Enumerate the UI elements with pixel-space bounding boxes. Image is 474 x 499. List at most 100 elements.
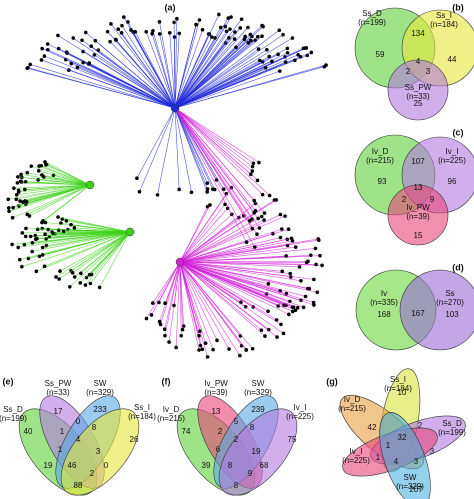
node [252, 210, 256, 215]
edge [139, 107, 176, 192]
edge [179, 261, 241, 356]
set-size: (n=33) [46, 388, 70, 397]
region-count: 9 [248, 469, 253, 478]
region-count: 93 [378, 177, 387, 186]
node [15, 181, 20, 185]
node [238, 353, 242, 358]
node [43, 232, 47, 236]
node [135, 176, 139, 181]
node [243, 34, 247, 39]
node [205, 355, 210, 359]
node [280, 227, 284, 231]
region-count: 32 [398, 433, 407, 442]
edge [157, 107, 176, 195]
node [290, 36, 295, 40]
node [250, 169, 255, 173]
edge [123, 16, 176, 109]
edge [174, 31, 227, 109]
edge [109, 41, 176, 109]
node [43, 220, 48, 225]
set-region [387, 184, 449, 246]
node [179, 333, 184, 338]
node [23, 234, 28, 239]
node [221, 187, 226, 192]
set-size: (n=225) [438, 156, 466, 165]
node [83, 283, 88, 287]
edge [44, 161, 91, 186]
node [96, 48, 101, 52]
node [239, 300, 243, 305]
node [250, 164, 255, 169]
node [93, 38, 98, 43]
node [42, 54, 47, 58]
node [234, 45, 238, 50]
edge [164, 261, 181, 336]
set-region [60, 408, 140, 496]
edge [74, 227, 131, 233]
node [16, 245, 21, 250]
edge [179, 261, 214, 350]
node [311, 300, 316, 305]
hub [170, 103, 180, 113]
node [108, 39, 112, 44]
node [69, 222, 73, 227]
edge [179, 261, 306, 297]
node [228, 27, 232, 31]
node [14, 192, 19, 197]
edge [164, 261, 181, 304]
node [211, 187, 215, 191]
set-size: (n=184) [430, 20, 458, 29]
node [283, 214, 287, 218]
set-size: (n=215) [366, 156, 394, 165]
edge [179, 228, 289, 263]
node [181, 324, 186, 328]
node [293, 58, 297, 63]
edge [173, 22, 176, 109]
edge [17, 176, 91, 186]
node [36, 178, 40, 182]
edge [85, 231, 131, 286]
edge [174, 37, 293, 109]
edge [179, 261, 304, 308]
panel-label: (a) [165, 2, 176, 12]
node [252, 198, 257, 203]
node [309, 50, 314, 55]
node [44, 163, 48, 167]
edge [136, 107, 176, 179]
set-size: (n=329) [86, 388, 114, 397]
edge [43, 176, 91, 186]
edge [32, 231, 131, 244]
edge [174, 107, 214, 190]
region-count: 233 [93, 405, 107, 414]
node [297, 265, 302, 269]
edge [70, 224, 131, 233]
node [39, 58, 44, 62]
region-count: 1 [376, 453, 381, 462]
edge [179, 199, 277, 263]
edge [179, 246, 296, 263]
node [281, 331, 286, 336]
node [79, 271, 83, 276]
node [16, 190, 21, 194]
edge [174, 107, 247, 243]
node [224, 29, 229, 34]
node [6, 197, 11, 202]
edge [179, 261, 262, 331]
node [197, 333, 201, 338]
set-size: (n=184) [384, 384, 412, 393]
edge [174, 107, 251, 221]
edge [44, 231, 131, 267]
region-count: 25 [414, 99, 423, 108]
edge [26, 184, 91, 203]
set-name: Ss_D [362, 9, 382, 18]
edge [95, 40, 176, 109]
edge [121, 25, 176, 109]
node [260, 34, 264, 39]
edge [179, 261, 314, 303]
region-count: 239 [251, 405, 265, 414]
node [122, 15, 126, 19]
node [200, 347, 205, 352]
node [157, 32, 162, 36]
edge [18, 184, 91, 193]
node [259, 214, 264, 219]
